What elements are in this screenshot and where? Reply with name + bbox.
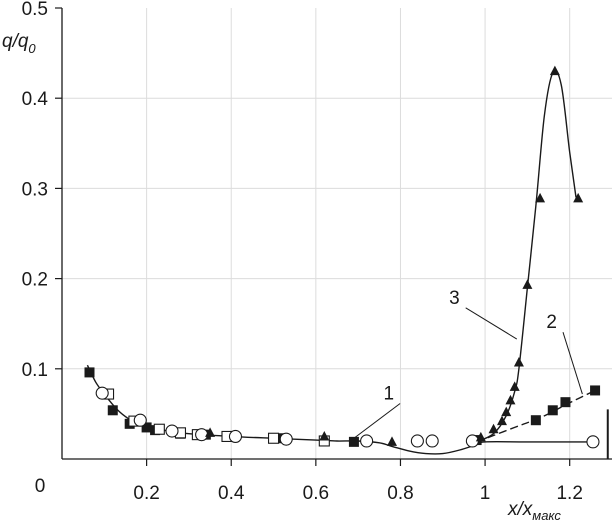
x-tick-label-3: 0.8 — [387, 483, 413, 504]
x-tick-label-1: 0.4 — [218, 483, 245, 504]
curves — [86, 69, 609, 459]
curve-1 — [86, 364, 591, 455]
curve-label-3: 3 — [449, 288, 460, 309]
x-tick-label-5: 1.2 — [556, 483, 582, 504]
filled-square-point-1 — [107, 405, 118, 416]
filled-square-point-13 — [590, 385, 601, 396]
filled-square-point-0 — [84, 367, 95, 378]
x-tick-label-0: 0.2 — [133, 483, 159, 504]
filled-triangle-point-1 — [319, 430, 330, 441]
filled-triangle-point-7 — [505, 394, 516, 405]
open-circle-point-6 — [360, 434, 374, 448]
curve-2-leader — [562, 332, 583, 395]
y-tick-label-2: 0.3 — [22, 179, 48, 200]
y-tick-label-0: 0.1 — [22, 360, 48, 381]
axes — [55, 7, 612, 466]
curve-3-leader — [465, 307, 518, 340]
x-axis-label-main: x/x — [507, 499, 534, 520]
open-circle-point-10 — [586, 435, 600, 449]
grid — [62, 8, 612, 459]
filled-triangle-point-0 — [205, 427, 216, 437]
filled-triangle-point-11 — [535, 192, 546, 203]
y-axis-label-main: q/q — [2, 31, 29, 52]
filled-triangle-point-2 — [387, 436, 397, 446]
open-circle-point-2 — [165, 424, 179, 438]
curve-label-2: 2 — [546, 312, 557, 333]
filled-square-point-10 — [530, 415, 541, 426]
x-tick-label-2: 0.6 — [303, 483, 329, 504]
tick-labels: 0.2 0.4 0.6 0.8 1 1.2 0.1 0.2 0.3 0.4 0.5 — [22, 0, 583, 504]
filled-triangle-point-8 — [509, 381, 520, 391]
open-circle-point-4 — [228, 429, 243, 444]
open-circle-point-3 — [195, 428, 209, 442]
curve-label-1: 1 — [384, 383, 395, 404]
open-square-point-2 — [153, 423, 165, 435]
filled-triangle-point-6 — [501, 406, 512, 417]
open-circle-point-1 — [133, 413, 147, 427]
y-axis-label-sub: 0 — [28, 41, 36, 56]
filled-triangle-point-12 — [549, 65, 560, 76]
x-axis-label: x/xмакс — [507, 499, 561, 522]
open-square-point-6 — [267, 432, 280, 444]
x-axis-label-sub: макс — [532, 508, 561, 522]
filled-triangle-point-9 — [513, 356, 524, 367]
open-circle-point-7 — [410, 434, 424, 448]
open-circle-point-0 — [95, 386, 109, 400]
y-tick-label-3: 0.4 — [22, 89, 49, 110]
y-tick-label-4: 0.5 — [22, 0, 48, 20]
curve-1-leader — [353, 403, 401, 439]
open-circle-point-8 — [425, 434, 439, 448]
x-tick-label-4: 1 — [480, 483, 491, 504]
filled-triangle-point-4 — [488, 423, 499, 434]
filled-triangle-point-13 — [573, 192, 584, 203]
filled-triangle-point-10 — [522, 279, 533, 289]
open-circle-point-5 — [279, 432, 293, 446]
filled-triangle-point-5 — [497, 415, 507, 426]
data-points — [84, 65, 601, 449]
filled-triangle-point-3 — [475, 431, 486, 442]
filled-square-point-3 — [141, 422, 152, 433]
filled-square-point-11 — [547, 405, 558, 416]
origin-label: 0 — [35, 476, 46, 497]
curve-labels: 1 2 3 — [353, 288, 583, 439]
filled-square-point-8 — [348, 436, 359, 447]
curve-3 — [476, 69, 577, 443]
y-axis-label: q/q0 — [2, 31, 36, 56]
y-tick-label-1: 0.2 — [22, 270, 48, 291]
filled-square-point-12 — [560, 397, 571, 408]
